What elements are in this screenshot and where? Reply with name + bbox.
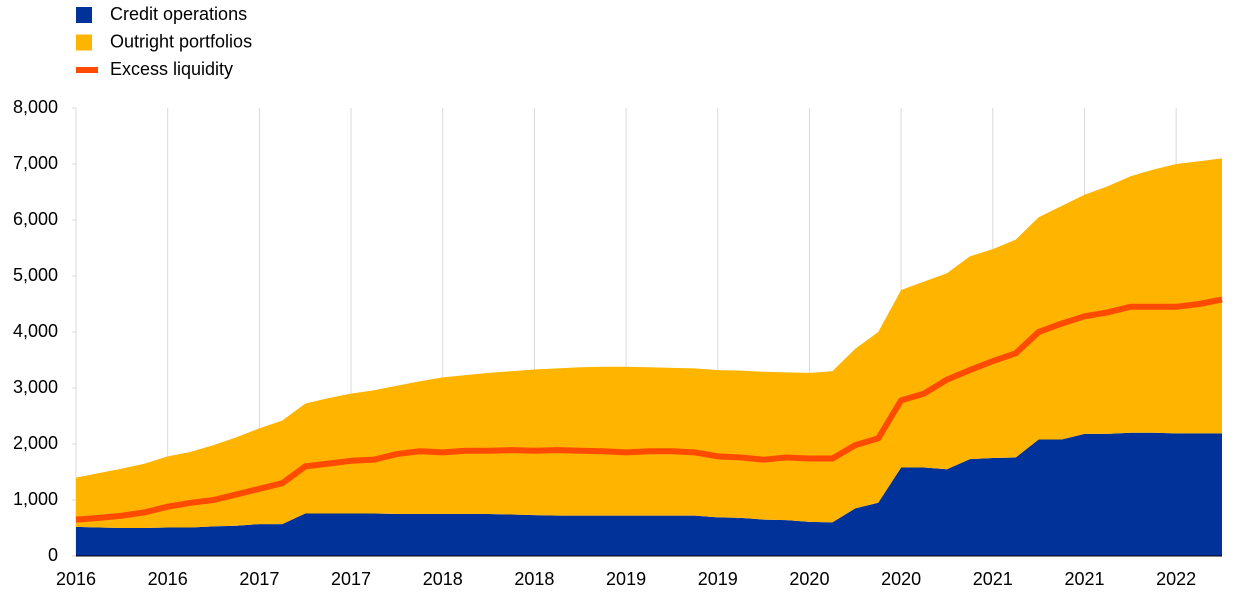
legend-label: Outright portfolios xyxy=(110,31,252,51)
x-tick-label: 2019 xyxy=(698,569,738,589)
y-tick-label: 5,000 xyxy=(13,265,58,285)
y-tick-label: 6,000 xyxy=(13,209,58,229)
y-tick-label: 3,000 xyxy=(13,377,58,397)
x-tick-label: 2018 xyxy=(423,569,463,589)
x-tick-label: 2017 xyxy=(331,569,371,589)
x-tick-label: 2021 xyxy=(973,569,1013,589)
y-tick-label: 7,000 xyxy=(13,153,58,173)
y-tick-label: 1,000 xyxy=(13,489,58,509)
x-tick-label: 2021 xyxy=(1064,569,1104,589)
y-tick-label: 0 xyxy=(48,545,58,565)
x-tick-label: 2020 xyxy=(881,569,921,589)
legend-label: Credit operations xyxy=(110,4,247,24)
legend-swatch xyxy=(76,7,92,23)
y-tick-label: 2,000 xyxy=(13,433,58,453)
legend-swatch xyxy=(76,67,98,73)
x-tick-label: 2018 xyxy=(514,569,554,589)
line xyxy=(75,296,1223,523)
x-tick-label: 2016 xyxy=(56,569,96,589)
legend-swatch xyxy=(76,34,92,51)
legend-label: Excess liquidity xyxy=(110,59,233,79)
area xyxy=(76,158,1222,528)
area xyxy=(76,432,1222,556)
x-tick-label: 2017 xyxy=(239,569,279,589)
y-tick-label: 4,000 xyxy=(13,321,58,341)
x-tick-label: 2016 xyxy=(148,569,188,589)
x-tick-label: 2020 xyxy=(789,569,829,589)
y-tick-label: 8,000 xyxy=(13,97,58,117)
x-tick-label: 2022 xyxy=(1156,569,1196,589)
x-tick-label: 2019 xyxy=(606,569,646,589)
